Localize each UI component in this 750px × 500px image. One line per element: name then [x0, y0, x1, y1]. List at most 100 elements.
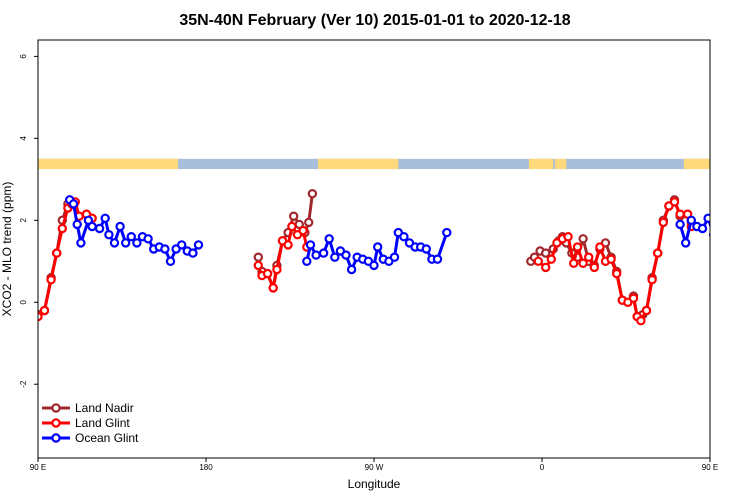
data-point — [87, 221, 97, 232]
data-point — [109, 238, 120, 248]
x-tick-label: 90 E — [30, 463, 46, 472]
data-point — [628, 293, 639, 303]
data-point — [589, 262, 600, 273]
data-point — [120, 238, 131, 248]
data-point — [253, 252, 263, 262]
x-tick-label: 90 E — [702, 463, 718, 472]
data-point — [126, 231, 137, 242]
y-tick-label: 4 — [19, 136, 28, 141]
strip-land-segment — [683, 158, 710, 170]
data-point — [369, 260, 379, 271]
data-point — [636, 316, 646, 326]
data-point — [541, 248, 551, 258]
chart-title: 35N-40N February (Ver 10) 2015-01-01 to … — [179, 12, 570, 29]
data-point — [287, 221, 297, 232]
data-point — [442, 227, 452, 238]
data-point — [658, 217, 669, 228]
data-point — [595, 242, 605, 252]
data-point — [563, 231, 573, 242]
data-point — [305, 240, 316, 250]
data-point — [716, 239, 723, 246]
data-point — [578, 234, 588, 244]
data-point — [76, 238, 86, 248]
data-point — [546, 254, 557, 264]
series-land-glint — [38, 197, 697, 326]
data-point — [533, 256, 544, 266]
strip-land-segment — [38, 158, 178, 170]
data-point — [94, 223, 105, 234]
data-point — [39, 305, 50, 316]
data-point — [311, 250, 321, 260]
legend-marker — [51, 418, 61, 428]
data-point — [132, 238, 142, 248]
data-point — [46, 275, 56, 285]
data-point — [324, 234, 334, 244]
data-point — [268, 283, 278, 293]
data-point — [647, 275, 657, 285]
strip-land-segment — [528, 158, 554, 170]
legend-marker — [51, 433, 61, 443]
data-point — [68, 199, 79, 209]
data-point — [115, 221, 125, 232]
legend-label: Land Glint — [75, 416, 130, 430]
data-point — [143, 234, 153, 244]
data-point — [283, 240, 293, 250]
y-tick-label: 2 — [19, 218, 28, 223]
data-point — [72, 219, 82, 230]
data-point — [57, 223, 68, 234]
data-point — [272, 264, 282, 275]
data-point — [318, 248, 329, 258]
x-tick-label: 0 — [540, 463, 545, 472]
data-point — [686, 215, 697, 225]
data-point — [193, 240, 204, 250]
data-point — [188, 248, 198, 258]
data-point — [572, 242, 583, 252]
data-point — [399, 231, 409, 242]
data-point — [346, 264, 357, 275]
data-point — [675, 209, 685, 219]
data-point — [612, 268, 622, 279]
data-point — [373, 242, 383, 252]
data-point — [52, 248, 62, 258]
data-point — [298, 225, 308, 236]
y-tick-label: 6 — [19, 54, 28, 59]
data-point — [734, 235, 741, 242]
data-point — [675, 219, 685, 230]
y-axis-label: XCO2 - MLO trend (ppm) — [0, 182, 14, 317]
data-point — [289, 211, 299, 221]
data-point — [389, 252, 400, 262]
data-point — [697, 223, 708, 234]
data-point — [165, 256, 176, 266]
data-point — [421, 244, 431, 254]
data-point — [606, 254, 616, 264]
series-layer — [38, 188, 741, 326]
strip-land-segment — [555, 158, 567, 170]
x-axis-label: Longitude — [348, 477, 401, 491]
data-point — [432, 254, 443, 264]
data-point — [669, 197, 680, 207]
data-point — [302, 256, 312, 266]
data-point — [709, 231, 710, 238]
data-point — [653, 248, 663, 258]
data-point — [304, 217, 314, 228]
legend-label: Ocean Glint — [75, 431, 139, 445]
data-point — [100, 213, 110, 223]
strip-land-segment — [318, 158, 399, 170]
data-point — [307, 188, 318, 199]
legend-marker — [51, 403, 61, 413]
data-point — [541, 262, 551, 273]
data-point — [703, 213, 710, 223]
y-axis: -2 0 2 4 6 — [19, 54, 38, 388]
data-point — [721, 223, 728, 230]
data-point — [641, 305, 652, 316]
series-ocean-glint — [64, 195, 741, 275]
data-point — [681, 238, 691, 248]
y-tick-label: -2 — [19, 380, 28, 388]
data-point — [341, 250, 351, 260]
y-tick-label: 0 — [19, 300, 28, 305]
data-point — [578, 258, 588, 268]
data-point — [160, 244, 170, 254]
x-axis: 90 E 180 90 W 0 90 E — [30, 458, 718, 472]
